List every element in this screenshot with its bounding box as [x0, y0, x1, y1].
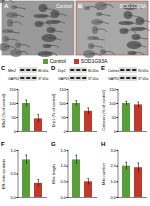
svg-text:150: 150 — [9, 87, 16, 92]
svg-text:Calnexin: Calnexin — [108, 68, 122, 73]
html-text:H: H — [101, 141, 106, 147]
svg-text:100: 100 — [109, 101, 116, 106]
svg-text:37 kDa: 37 kDa — [138, 77, 149, 81]
svg-text:GAPDH: GAPDH — [108, 76, 121, 81]
svg-text:GAPDH: GAPDH — [8, 76, 21, 81]
svg-text:Control: Control — [56, 3, 72, 9]
svg-text:B: B — [78, 3, 83, 9]
svg-text:80 kDa: 80 kDa — [88, 69, 99, 73]
svg-text:Drp1: Drp1 — [58, 69, 66, 73]
svg-text:0.5: 0.5 — [10, 171, 16, 176]
svg-text:100: 100 — [59, 101, 66, 106]
svg-text:Calnexin (% of control): Calnexin (% of control) — [101, 90, 106, 131]
html-text:E: E — [101, 65, 105, 71]
svg-text:3.0: 3.0 — [110, 148, 116, 153]
svg-text:0.0: 0.0 — [10, 195, 16, 200]
svg-text:Drp1 (% of control): Drp1 (% of control) — [51, 93, 56, 127]
svg-text:86 kDa: 86 kDa — [38, 69, 49, 73]
svg-text:0.0: 0.0 — [110, 195, 116, 200]
html-text:F: F — [1, 141, 5, 147]
svg-text:150: 150 — [109, 87, 116, 92]
svg-text:50: 50 — [62, 115, 67, 120]
svg-text:0: 0 — [14, 129, 17, 134]
svg-text:Mito length: Mito length — [51, 164, 56, 184]
svg-text:37 kDa: 37 kDa — [38, 77, 49, 81]
svg-text:1.0: 1.0 — [110, 179, 116, 184]
svg-text:Mfn2: Mfn2 — [8, 69, 16, 73]
svg-text:1.0: 1.0 — [10, 148, 16, 153]
svg-text:37 kDa: 37 kDa — [88, 77, 99, 81]
svg-text:150: 150 — [59, 87, 66, 92]
html-text:D: D — [51, 65, 56, 71]
svg-text:0.0: 0.0 — [60, 195, 66, 200]
html-text:Control: Control — [49, 58, 66, 64]
svg-text:1.5: 1.5 — [60, 148, 66, 153]
svg-text:SOD1G93A: SOD1G93A — [120, 3, 147, 9]
svg-text:Mito number: Mito number — [101, 162, 106, 185]
svg-text:90 kDa: 90 kDa — [138, 69, 149, 73]
svg-text:0: 0 — [64, 129, 67, 134]
svg-text:0.5: 0.5 — [60, 179, 66, 184]
svg-text:1.0: 1.0 — [60, 163, 66, 168]
svg-text:0: 0 — [114, 129, 117, 134]
html-text:G: G — [51, 141, 56, 147]
svg-text:ER-mito contacts: ER-mito contacts — [1, 159, 6, 189]
html-text:SOD1G93A: SOD1G93A — [80, 58, 108, 64]
svg-text:100: 100 — [9, 101, 16, 106]
svg-text:50: 50 — [112, 115, 117, 120]
svg-text:A: A — [4, 3, 9, 9]
svg-text:2.0: 2.0 — [110, 163, 116, 168]
html-text:C: C — [1, 65, 6, 71]
svg-text:50: 50 — [12, 115, 17, 120]
svg-text:Mfn2 (% of control): Mfn2 (% of control) — [1, 93, 6, 127]
svg-text:GAPDH: GAPDH — [58, 76, 71, 81]
